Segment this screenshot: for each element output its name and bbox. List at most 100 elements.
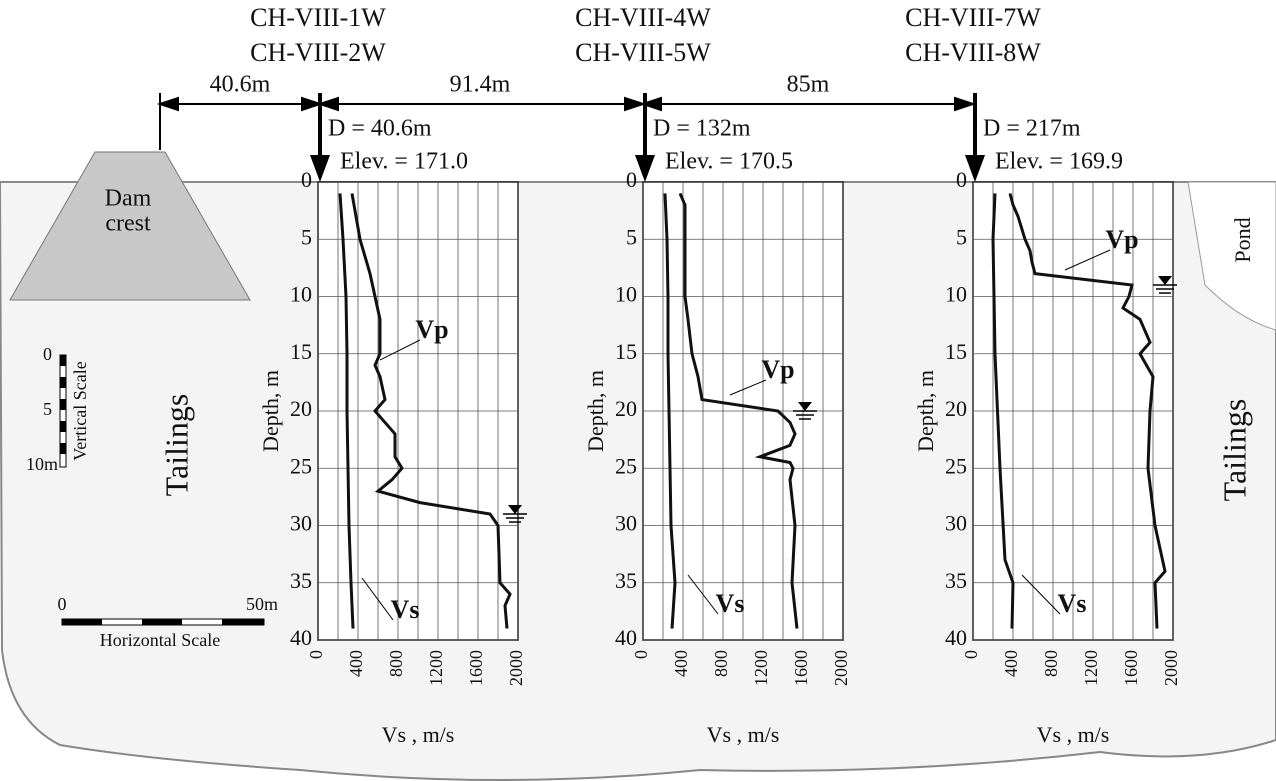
water-table <box>798 402 812 411</box>
y-tick-label: 10 <box>945 282 967 307</box>
dam-label: crest <box>105 211 151 237</box>
borehole-arrow-head <box>310 155 330 182</box>
y-tick-label: 20 <box>615 396 637 421</box>
data-line <box>678 192 799 629</box>
x-tick-label: 0 <box>631 650 651 659</box>
scale-label: 50m <box>246 594 278 614</box>
label-leader <box>1064 249 1111 271</box>
x-axis-title: Vs , m/s <box>707 722 780 747</box>
series-label: Vp <box>761 355 794 384</box>
y-tick-label: 10 <box>290 282 312 307</box>
y-tick-label: 35 <box>615 568 637 593</box>
y-tick-label: 40 <box>945 625 967 650</box>
series-label: Vp <box>415 315 448 344</box>
annotation: Elev. = 169.9 <box>995 149 1123 175</box>
chart-title: CH-VIII-4W <box>575 3 711 32</box>
scale-label: 0 <box>58 594 67 614</box>
annotation: D = 40.6m <box>328 116 432 142</box>
borehole-arrow-head <box>965 155 985 182</box>
x-tick-label: 0 <box>306 650 326 659</box>
x-tick-label: 0 <box>961 650 981 659</box>
scale-label: 10m <box>26 454 58 474</box>
annotation: D = 132m <box>653 116 751 142</box>
y-tick-label: 20 <box>290 396 312 421</box>
label-leader <box>687 574 719 615</box>
data-line <box>663 193 677 629</box>
x-tick-label: 1200 <box>426 650 446 686</box>
x-tick-label: 400 <box>1001 650 1021 677</box>
y-tick-label: 5 <box>301 224 312 249</box>
y-tick-label: 35 <box>290 568 312 593</box>
chart-title: CH-VIII-5W <box>575 38 711 67</box>
vertical-scale-bar <box>59 354 67 468</box>
series-label: Vs <box>391 595 420 624</box>
y-axis-title: Depth, m <box>913 370 938 452</box>
x-tick-label: 400 <box>671 650 691 677</box>
y-tick-label: 30 <box>290 511 312 536</box>
y-tick-label: 15 <box>615 339 637 364</box>
scale-label: 0 <box>43 344 52 364</box>
series-label: Vs <box>1058 589 1087 618</box>
y-tick-label: 5 <box>626 224 637 249</box>
horizontal-scale-bar <box>61 618 265 626</box>
dam-crest <box>9 151 251 301</box>
label-leader <box>729 379 767 396</box>
y-tick-label: 30 <box>945 511 967 536</box>
y-tick-label: 15 <box>945 339 967 364</box>
dam-label: Dam <box>105 186 152 212</box>
water-table <box>1158 276 1172 286</box>
y-tick-label: 25 <box>290 453 312 478</box>
data-line <box>1008 193 1167 629</box>
y-axis-title: Depth, m <box>583 370 608 452</box>
annotation: Elev. = 170.5 <box>665 149 793 175</box>
x-tick-label: 400 <box>346 650 366 677</box>
x-tick-label: 1600 <box>1121 650 1141 686</box>
y-tick-label: 0 <box>301 167 312 192</box>
chart-title: CH-VIII-7W <box>905 3 1041 32</box>
y-tick-label: 40 <box>615 625 637 650</box>
y-tick-label: 35 <box>945 568 967 593</box>
x-tick-label: 2000 <box>506 650 526 686</box>
label-leader <box>361 577 394 621</box>
series-label: Vp <box>1105 225 1138 254</box>
water-table <box>508 505 522 515</box>
y-tick-label: 20 <box>945 396 967 421</box>
y-tick-label: 0 <box>956 167 967 192</box>
chart-title: CH-VIII-1W <box>250 3 386 32</box>
chart-title: CH-VIII-2W <box>250 38 386 67</box>
pond-label: Pond <box>1230 217 1255 262</box>
x-tick-label: 800 <box>386 650 406 677</box>
x-tick-label: 1200 <box>1081 650 1101 686</box>
x-tick-label: 1200 <box>751 650 771 686</box>
scale-title: Horizontal Scale <box>100 630 220 650</box>
x-tick-label: 2000 <box>1161 650 1181 686</box>
y-tick-label: 25 <box>945 453 967 478</box>
x-axis-title: Vs , m/s <box>1037 722 1110 747</box>
y-tick-label: 5 <box>956 224 967 249</box>
y-tick-label: 30 <box>615 511 637 536</box>
distance: 85m <box>787 72 830 98</box>
borehole-arrow-head <box>635 155 655 182</box>
y-tick-label: 0 <box>626 167 637 192</box>
series-label: Vs <box>716 589 745 618</box>
x-tick-label: 800 <box>711 650 731 677</box>
dimension-lines <box>156 93 977 150</box>
x-tick-label: 1600 <box>791 650 811 686</box>
tailings-label: Tailings <box>1216 399 1252 502</box>
x-tick-label: 800 <box>1041 650 1061 677</box>
annotation: Elev. = 171.0 <box>340 149 468 175</box>
annotation: D = 217m <box>983 116 1081 142</box>
data-line <box>350 193 512 629</box>
data-line <box>338 193 355 629</box>
label-leader <box>1021 574 1061 615</box>
y-axis-title: Depth, m <box>258 370 283 452</box>
label-leader <box>379 339 421 361</box>
y-tick-label: 10 <box>615 282 637 307</box>
x-tick-label: 2000 <box>831 650 851 686</box>
data-line <box>991 193 1015 629</box>
x-axis-title: Vs , m/s <box>382 722 455 747</box>
y-tick-label: 40 <box>290 625 312 650</box>
x-tick-label: 1600 <box>466 650 486 686</box>
distance: 91.4m <box>450 72 511 98</box>
